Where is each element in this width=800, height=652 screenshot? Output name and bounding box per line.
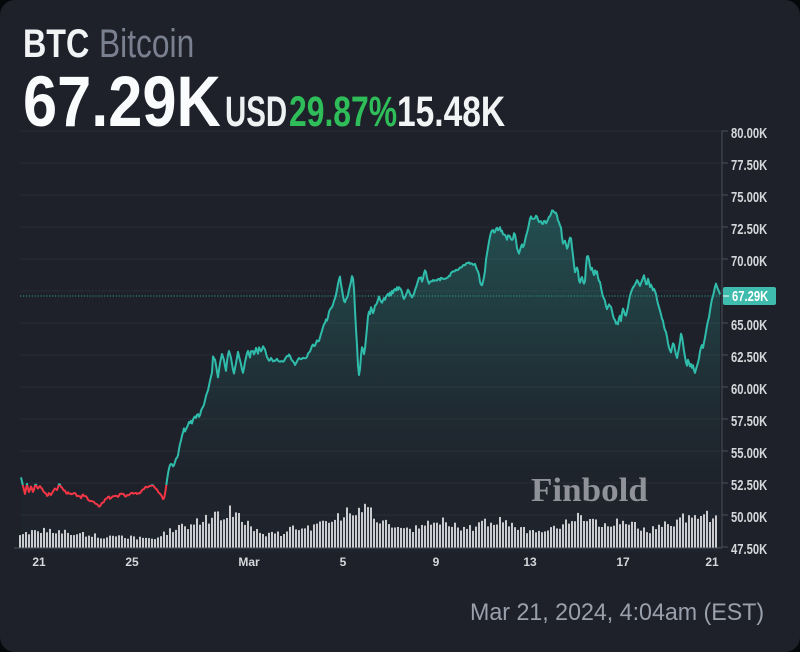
svg-text:65.00K: 65.00K [731,316,768,333]
svg-text:9: 9 [433,555,440,569]
svg-text:80.00K: 80.00K [731,124,768,141]
svg-text:62.50K: 62.50K [731,348,768,365]
svg-text:25: 25 [125,555,139,569]
svg-text:70.00K: 70.00K [731,252,768,269]
svg-text:Mar: Mar [238,555,260,569]
svg-text:50.00K: 50.00K [731,508,768,525]
svg-text:67.29K: 67.29K [732,287,769,304]
svg-text:47.50K: 47.50K [731,540,768,557]
svg-text:5: 5 [340,555,347,569]
svg-text:60.00K: 60.00K [731,380,768,397]
svg-text:52.50K: 52.50K [731,476,768,493]
svg-text:17: 17 [616,555,630,569]
svg-text:21: 21 [32,555,46,569]
svg-text:55.00K: 55.00K [731,444,768,461]
svg-text:72.50K: 72.50K [731,220,768,237]
svg-text:57.50K: 57.50K [731,412,768,429]
svg-text:75.00K: 75.00K [731,188,768,205]
svg-text:77.50K: 77.50K [731,156,768,173]
svg-text:13: 13 [523,555,537,569]
svg-text:21: 21 [705,555,719,569]
